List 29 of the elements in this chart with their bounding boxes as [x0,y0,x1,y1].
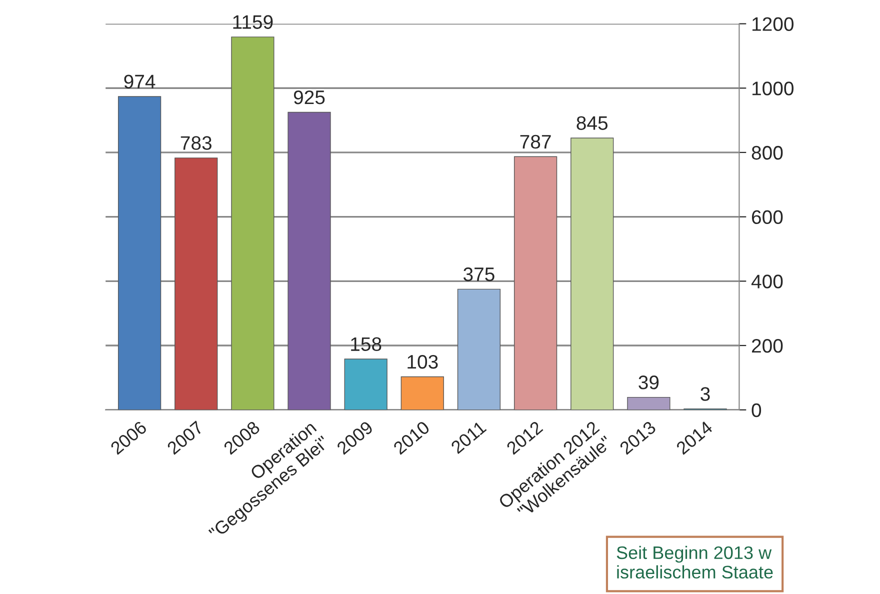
data-label: 845 [576,116,608,130]
bar [231,36,274,410]
bar [627,396,670,410]
y-tick-label: 0 [752,403,762,418]
data-label: 158 [351,337,382,352]
data-label: 925 [294,90,325,104]
data-label: 375 [463,267,494,282]
bar [400,376,444,410]
bar [457,288,501,410]
data-label: 1159 [233,15,273,29]
bar [174,158,218,410]
y-tick-label: 400 [751,274,783,288]
y-tick-label: 1000 [752,82,794,96]
data-label: 103 [408,354,438,369]
bar [344,358,388,410]
y-tick-label: 800 [752,146,783,160]
y-tick-label: 200 [752,338,783,353]
bar [288,112,331,410]
y-tick-label: 1200 [752,17,794,31]
bar [514,156,558,410]
bar [118,96,162,410]
y-tick-label: 600 [752,210,783,224]
text: Seit Beginn 2013 w israelischem Staate [616,546,773,579]
data-label: 974 [124,74,156,88]
data-label: 3 [700,387,710,401]
data-label: 783 [180,136,212,150]
data-label: 787 [520,134,551,149]
data-label: 39 [638,376,659,390]
bar [570,138,614,410]
